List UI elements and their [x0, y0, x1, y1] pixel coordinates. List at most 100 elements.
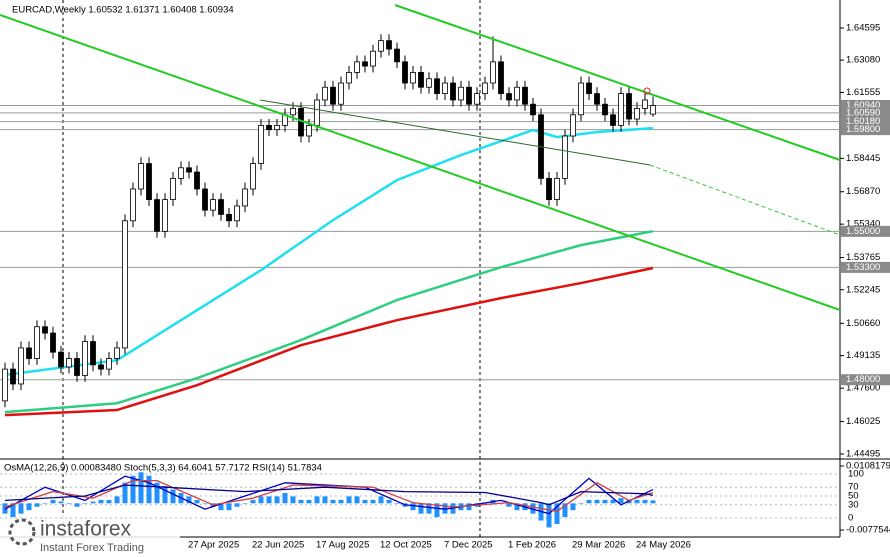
y-tick-label: 1.56870: [846, 186, 880, 197]
osma-bar: [290, 496, 296, 504]
candle-body: [26, 347, 32, 359]
candle-body: [474, 93, 480, 105]
osma-bar: [146, 475, 152, 504]
level-label-box: [841, 107, 890, 119]
level-label: 1.55000: [846, 226, 880, 237]
indicator-line: [4, 229, 654, 414]
osma-bar: [154, 482, 160, 504]
candle-body: [146, 163, 152, 200]
candle-body: [258, 124, 264, 164]
y-tick-label: 1.44495: [846, 449, 880, 460]
candle-body: [602, 103, 608, 116]
y2-tick-label: -0.0077544: [846, 525, 890, 536]
candle-body: [178, 167, 184, 179]
y-tick-label: 0: [848, 513, 853, 524]
candle-body: [642, 99, 648, 109]
candle-body: [586, 82, 592, 95]
candle-body: [626, 93, 632, 120]
osma-bar: [50, 499, 56, 504]
osma-bar: [618, 498, 624, 504]
logo-icon: [8, 518, 36, 546]
candle-body: [170, 177, 176, 200]
osma-bar: [10, 503, 16, 518]
osma-bar: [18, 503, 24, 514]
candle-body: [562, 135, 568, 179]
osma-bar: [322, 496, 328, 504]
osma-bar: [386, 499, 392, 504]
candle-body: [458, 86, 464, 101]
osma-bar: [442, 503, 448, 514]
candle-body: [418, 72, 424, 88]
osma-bar: [562, 503, 568, 518]
osma-bar: [34, 503, 40, 507]
osma-bar: [410, 503, 416, 511]
osma-bar: [66, 503, 72, 504]
candle-body: [202, 188, 208, 211]
candle-body: [290, 108, 296, 116]
candle-body: [58, 351, 64, 368]
osma-bar: [338, 499, 344, 504]
logo-name: instaforex: [40, 518, 132, 541]
candle-body: [618, 93, 624, 126]
osma-bar: [26, 503, 32, 511]
osma-bar: [114, 496, 120, 504]
osma-bar: [570, 503, 576, 511]
osma-bar: [610, 499, 616, 504]
candle-body: [330, 86, 336, 105]
osma-bar: [138, 472, 144, 504]
x-tick-label: 24 May 2026: [636, 540, 691, 551]
y-tick-label: 1.50660: [846, 318, 880, 329]
candle-body: [2, 368, 8, 402]
level-label-box: [841, 116, 890, 128]
candle-body: [634, 108, 640, 120]
candle-body: [546, 177, 552, 200]
logo: instaforex Instant Forex Trading: [0, 513, 180, 557]
candle-body: [194, 171, 200, 190]
osma-bar: [226, 503, 232, 511]
chart-title: EURCAD,Weekly 1.60532 1.61371 1.60408 1.…: [12, 5, 234, 16]
candle-body: [362, 61, 368, 67]
candle-body: [122, 220, 128, 349]
osma-bar: [186, 496, 192, 504]
osma-bar: [330, 499, 336, 504]
trend-line: [0, 14, 841, 311]
candle-body: [306, 124, 312, 137]
candle-body: [490, 61, 496, 84]
candle-body: [410, 72, 416, 84]
osma-bar: [98, 499, 104, 504]
x-tick-label: 29 Mar 2026: [572, 540, 625, 551]
indicator-line: [4, 479, 654, 513]
logo-background: [0, 513, 180, 557]
level-label-box: [841, 261, 890, 273]
osma-bar: [242, 503, 248, 504]
candle-body: [442, 82, 448, 95]
osma-bar: [234, 503, 240, 507]
osma-bar: [506, 503, 512, 507]
osma-bar: [546, 503, 552, 528]
candle-body: [42, 326, 48, 334]
osma-bar: [642, 499, 648, 504]
candle-body: [450, 82, 456, 101]
x-tick-label: 27 Apr 2025: [188, 540, 239, 551]
candle-body: [250, 163, 256, 190]
candle-body: [426, 78, 432, 88]
osma-bar: [586, 499, 592, 504]
level-label: 1.60180: [846, 116, 880, 127]
candle-body: [266, 124, 272, 131]
osma-bar: [298, 499, 304, 504]
level-label: 1.60590: [846, 107, 880, 118]
candle-body: [354, 61, 360, 73]
candle-body: [154, 199, 160, 232]
candle-body: [218, 199, 224, 215]
trend-line: [649, 164, 841, 236]
alert-marker: [643, 87, 651, 95]
osma-bar: [514, 503, 520, 511]
candle-body: [338, 82, 344, 105]
candle-body: [506, 93, 512, 101]
candle-body: [10, 368, 16, 385]
trend-line: [259, 99, 651, 166]
candle-body: [226, 214, 232, 222]
candle-body: [554, 177, 560, 200]
